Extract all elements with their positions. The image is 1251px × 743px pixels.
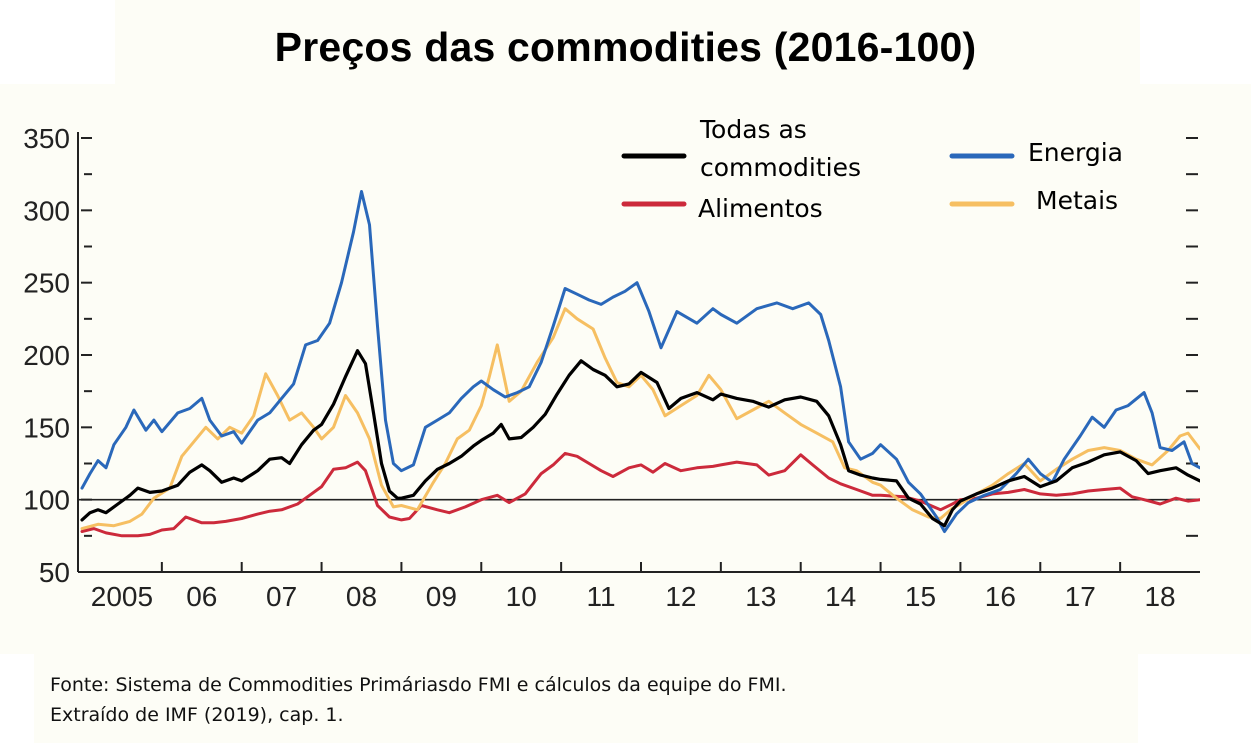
legend-label-todas: Todas as [699,115,807,144]
series-line-alimentos [80,451,1200,538]
line-chart: 350 300 250 200 150 100 50 2005 06 07 08 09 10 11 12 13… [23,115,1200,612]
legend-label-metais: Metais [1036,186,1118,215]
x-tick-label: 07 [266,581,297,612]
chart-panel: 350 300 250 200 150 100 50 2005 06 07 08 09 10 11 12 13… [0,84,1251,654]
x-tick-label: 06 [186,581,217,612]
series-line-energia [80,190,1200,533]
y-tick-label: 350 [23,123,70,154]
series-layer [80,190,1200,538]
x-tick-label: 12 [665,581,696,612]
x-tick-label: 11 [587,581,616,612]
source-note-line-2: Extraído de IMF (2019), cap. 1. [50,704,344,726]
y-tick-label: 50 [39,557,70,588]
x-tick-label: 2005 [91,581,153,612]
x-tick-label: 08 [346,581,377,612]
axes-layer: 350 300 250 200 150 100 50 2005 06 07 08 09 10 11 12 13… [23,123,1200,612]
series-line-todas [80,349,1200,528]
x-tick-label: 17 [1065,581,1096,612]
x-tick-label: 09 [426,581,457,612]
legend-label-energia: Energia [1028,138,1123,167]
title-band [115,0,1140,84]
x-tick-label: 16 [985,581,1016,612]
y-tick-label: 200 [23,340,70,371]
x-tick-label: 14 [825,581,856,612]
y-tick-label: 250 [23,268,70,299]
series-line-metais [80,307,1200,531]
source-note-line-1: Fonte: Sistema de Commodities Primáriasd… [50,674,787,696]
y-tick-label: 150 [23,412,70,443]
legend: Todas as commodities Alimentos Energia Metai… [621,115,1123,223]
legend-label-alimentos: Alimentos [698,194,823,223]
x-tick-label: 13 [745,581,776,612]
x-tick-label: 15 [905,581,936,612]
x-tick-label: 18 [1144,581,1175,612]
y-tick-label: 300 [23,195,70,226]
source-box [34,654,1138,743]
chart-title: Preços das commodities (2016-100) [274,24,977,70]
x-tick-label: 10 [506,581,537,612]
y-tick-label: 100 [23,485,70,516]
legend-label-todas: commodities [700,153,861,182]
